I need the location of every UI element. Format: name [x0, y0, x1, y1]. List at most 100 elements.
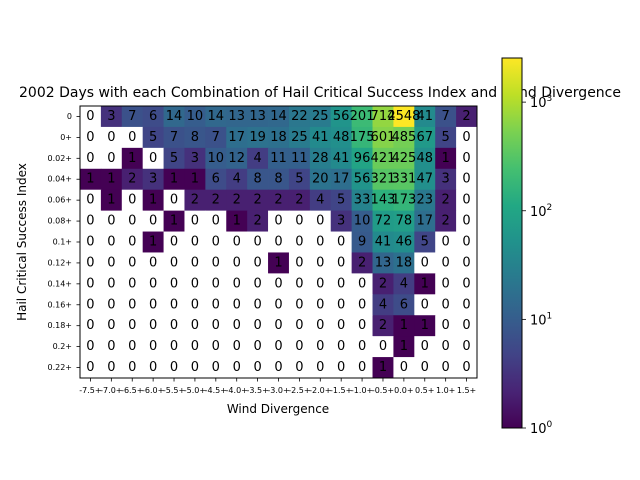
cell-value-label: 0	[170, 276, 178, 291]
cell-value-label: 1	[442, 151, 450, 166]
cell-value-label: 0	[337, 318, 345, 333]
heatmap-cell	[393, 357, 415, 379]
heatmap-cell	[226, 168, 248, 191]
heatmap-cell	[309, 294, 332, 316]
heatmap-cells	[80, 106, 478, 379]
heatmap-cell	[80, 273, 102, 295]
cell-value-label: 28	[312, 151, 329, 166]
x-tick-label: -3.0+	[267, 386, 289, 395]
cell-value-label: 0	[170, 360, 178, 375]
heatmap-cell	[393, 147, 415, 170]
y-tick-label: 0.04+	[47, 175, 72, 184]
cell-value-label: 425	[391, 151, 416, 166]
cell-value-label: 0	[128, 360, 136, 375]
heatmap-cell	[393, 189, 415, 212]
heatmap-cell	[268, 252, 290, 274]
heatmap-cell	[247, 357, 269, 379]
cell-value-label: 2	[253, 193, 261, 208]
heatmap-cell	[184, 315, 206, 337]
cell-value-label: 0	[170, 297, 178, 312]
cell-value-label: 2	[212, 193, 220, 208]
cell-value-label: 0	[191, 339, 199, 354]
heatmap-cell	[351, 189, 373, 212]
cell-value-label: 0	[212, 214, 220, 229]
heatmap-cell	[309, 210, 332, 232]
heatmap-cell	[435, 189, 457, 212]
cell-value-label: 56	[333, 109, 350, 124]
cell-value-label: 0	[316, 360, 324, 375]
heatmap-cell	[309, 315, 332, 337]
cell-value-label: 0	[253, 318, 261, 333]
heatmap-cell	[247, 106, 269, 128]
cell-value-label: 3	[337, 214, 345, 229]
heatmap-cell	[163, 168, 185, 191]
heatmap-cell	[142, 273, 164, 295]
heatmap-cell	[205, 294, 227, 316]
heatmap-cell	[330, 231, 353, 253]
heatmap-cell	[163, 336, 185, 358]
heatmap-cell	[330, 126, 353, 149]
heatmap-cell	[205, 252, 227, 274]
heatmap-cell	[330, 189, 353, 212]
cell-value-label: 0	[421, 360, 429, 375]
heatmap-cell	[184, 168, 206, 191]
cell-value-label: 0	[212, 255, 220, 270]
cell-value-label: 0	[191, 297, 199, 312]
cell-value-label: 0	[253, 297, 261, 312]
heatmap-cell	[288, 357, 311, 379]
cell-value-label: 0	[128, 255, 136, 270]
cell-value-label: 0	[86, 109, 94, 124]
cell-value-label: 72	[375, 214, 392, 229]
cell-value-label: 7	[212, 130, 220, 145]
heatmap-cell	[247, 231, 269, 253]
cell-value-label: 0	[86, 151, 94, 166]
cell-value-label: 14	[208, 109, 225, 124]
cell-value-label: 1	[107, 172, 115, 187]
heatmap-cell	[142, 168, 164, 191]
heatmap-cell	[351, 336, 373, 358]
cell-value-label: 0	[233, 318, 241, 333]
heatmap-cell	[435, 336, 457, 358]
cell-value-label: 0	[86, 360, 94, 375]
heatmap-cell	[393, 294, 415, 316]
heatmap-cell	[330, 357, 353, 379]
cell-value-label: 0	[212, 318, 220, 333]
cell-value-label: 201	[350, 109, 375, 124]
cell-value-label: 0	[462, 297, 470, 312]
x-tick-label: -3.5+	[246, 386, 268, 395]
heatmap-cell	[100, 336, 123, 358]
cell-value-label: 0	[107, 214, 115, 229]
heatmap-cell	[184, 106, 206, 128]
cell-value-label: 8	[253, 172, 261, 187]
y-tick-label: 0.08+	[47, 217, 72, 226]
heatmap-cell	[247, 168, 269, 191]
heatmap-cell	[184, 126, 206, 149]
heatmap-cell	[414, 106, 436, 128]
cell-value-label: 6	[212, 172, 220, 187]
heatmap-cell	[121, 106, 144, 128]
cell-value-label: 4	[316, 193, 324, 208]
heatmap-cell	[163, 126, 185, 149]
heatmap-cell	[121, 210, 144, 232]
heatmap-cell	[80, 294, 102, 316]
x-tick-label: -1.0+	[351, 386, 373, 395]
x-axis-ticks: -7.5+-7.0+-6.5+-6.0+-5.5+-5.0+-4.5+-4.0+…	[79, 378, 476, 395]
cell-value-label: 0	[316, 214, 324, 229]
heatmap-cell	[121, 189, 144, 212]
heatmap-cell	[351, 294, 373, 316]
cell-value-label: 67	[416, 130, 433, 145]
heatmap-cell	[80, 106, 102, 128]
cell-value-label: 0	[442, 235, 450, 250]
cell-value-label: 0	[462, 235, 470, 250]
heatmap-cell	[372, 294, 394, 316]
cell-value-label: 0	[379, 339, 387, 354]
cell-value-label: 321	[371, 172, 396, 187]
heatmap-cell	[393, 336, 415, 358]
cell-value-label: 10	[354, 214, 371, 229]
cell-value-label: 9	[358, 235, 366, 250]
heatmap-cell	[372, 273, 394, 295]
cell-value-label: 0	[295, 235, 303, 250]
cell-value-label: 0	[295, 339, 303, 354]
heatmap-cell	[100, 168, 123, 191]
cell-value-label: 0	[233, 297, 241, 312]
